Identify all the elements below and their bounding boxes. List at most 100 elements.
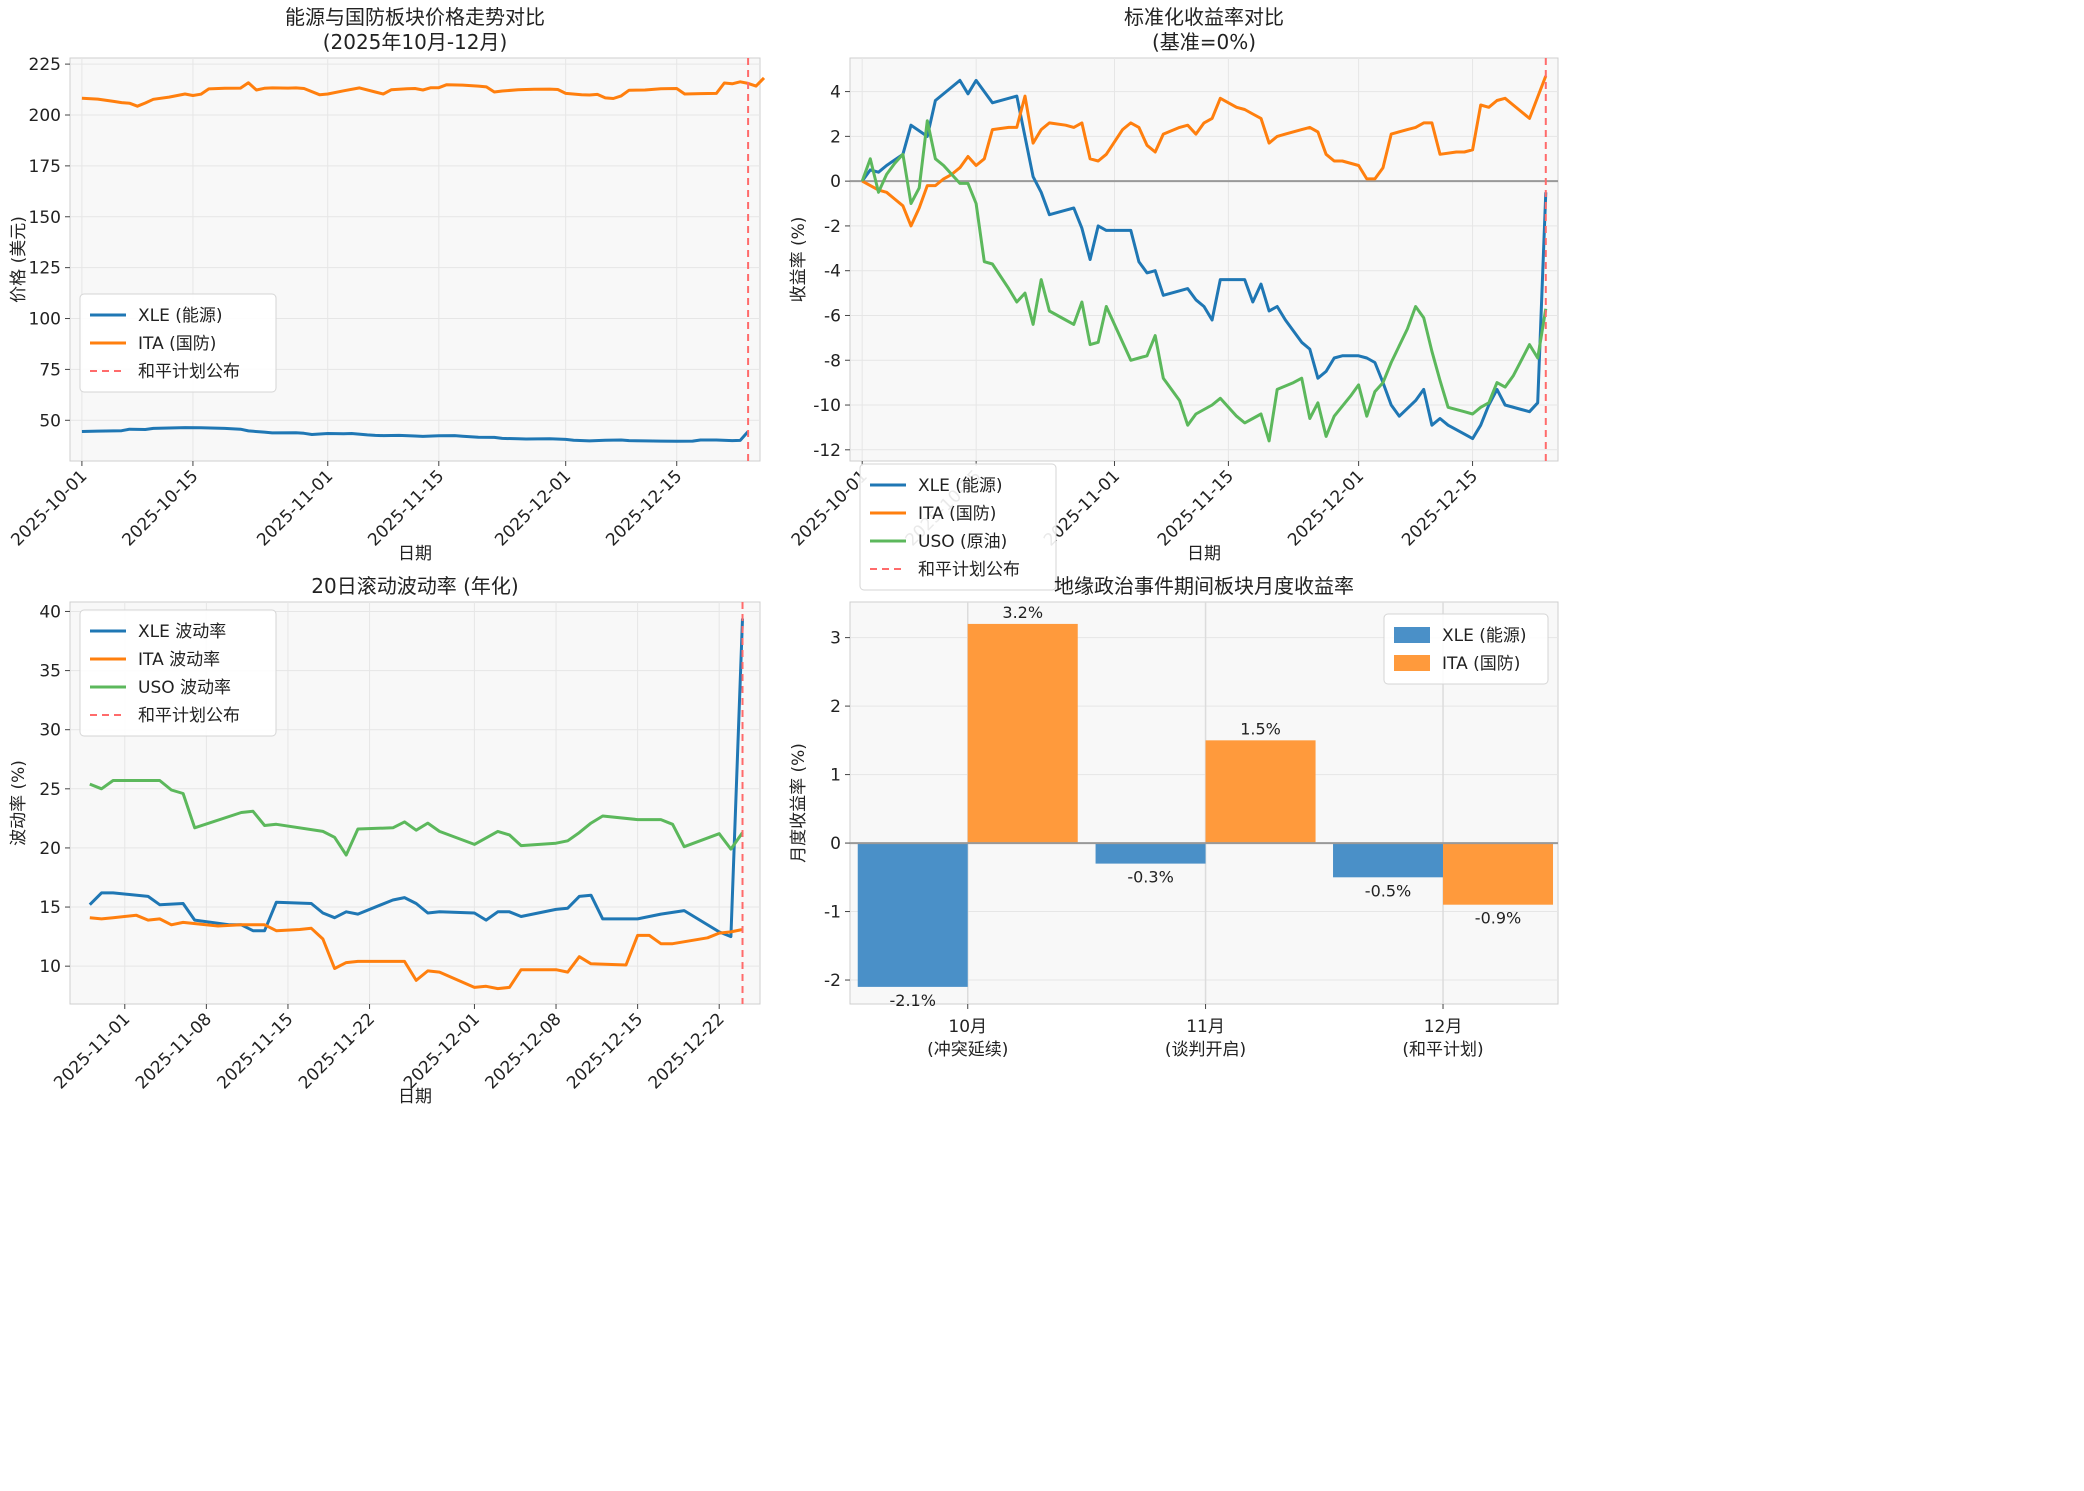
plot-area — [69, 57, 761, 462]
bar-value-label: -0.3% — [1127, 868, 1173, 887]
y-axis-label: 波动率 (%) — [9, 760, 29, 846]
x-tick-label: 2025-12-22 — [645, 1009, 729, 1093]
y-tick-label: -6 — [824, 306, 841, 326]
y-tick-label: 0 — [830, 834, 841, 854]
bar-value-label: 1.5% — [1240, 719, 1281, 738]
y-tick-label: 30 — [39, 721, 61, 741]
y-tick-label: -10 — [813, 396, 841, 416]
legend-label: ITA (国防) — [138, 334, 216, 354]
panel-2: -12-10-8-6-4-20242025-10-012025-10-15202… — [788, 5, 1559, 591]
legend-label: XLE (能源) — [138, 306, 223, 326]
series-line-xle — [860, 78, 1548, 441]
legend: XLE (能源) ITA (国防) USO (原油) 和平计划公布 — [859, 463, 1057, 591]
legend-label: ITA (国防) — [1442, 654, 1520, 674]
x-tick-label: 2025-12-01 — [1284, 466, 1368, 550]
legend-item-ita: ITA 波动率 — [90, 650, 220, 670]
legend-item-xle_bar: XLE (能源) — [1394, 626, 1527, 646]
x-tick-sublabel: (和平计划) — [1402, 1040, 1483, 1060]
x-tick-label: 2025-12-01 — [400, 1009, 484, 1093]
x-tick-label: 2025-12-01 — [491, 466, 575, 550]
x-tick-label: 2025-11-15 — [213, 1009, 297, 1093]
chart-title: 标准化收益率对比 — [1124, 5, 1284, 29]
y-axis-label: 价格 (美元) — [9, 216, 29, 303]
series-line-ita — [81, 76, 766, 108]
y-tick-label: 20 — [39, 839, 61, 859]
legend-label: XLE (能源) — [1442, 626, 1527, 646]
x-tick-label: 2025-10-15 — [118, 466, 202, 550]
panel-1: 50 75 100 125 150 175 200 225 2025-10-01 2025-10-… — [7, 5, 766, 564]
legend-label: 和平计划公布 — [138, 362, 240, 382]
legend-swatch — [1394, 655, 1430, 671]
bar-ita_bar — [1205, 740, 1316, 844]
y-tick-label: 35 — [39, 662, 61, 682]
y-tick-label: -8 — [824, 351, 841, 371]
chart-title: 地缘政治事件期间板块月度收益率 — [1054, 574, 1354, 598]
legend-label: ITA 波动率 — [138, 650, 220, 670]
bar-value-label: 3.2% — [1002, 603, 1043, 622]
y-tick-label: 75 — [39, 360, 61, 380]
legend-item-xle: XLE (能源) — [870, 476, 1003, 496]
x-tick-label: 2025-12-15 — [602, 466, 686, 550]
x-tick-sublabel: (谈判开启) — [1165, 1040, 1246, 1060]
bar-xle_bar — [1095, 843, 1206, 864]
x-axis-label: 日期 — [398, 1087, 432, 1107]
y-tick-label: 175 — [29, 157, 61, 177]
legend-box — [79, 609, 277, 737]
y-tick-label: -2 — [824, 217, 841, 237]
x-tick-label: 12月 — [1424, 1017, 1463, 1037]
y-tick-label: 200 — [29, 106, 61, 126]
bar-value-label: -0.9% — [1475, 909, 1521, 928]
series-line-xle — [81, 426, 750, 443]
x-axis-label: 日期 — [1187, 544, 1221, 564]
bar-xle_bar — [857, 843, 968, 987]
y-tick-label: 50 — [39, 411, 61, 431]
y-tick-label: 0 — [830, 172, 841, 192]
y-tick-label: 125 — [29, 259, 61, 279]
bar-ita_bar — [1443, 843, 1554, 905]
chart-subtitle: (基准=0%) — [1152, 30, 1256, 54]
y-tick-label: -1 — [824, 903, 841, 923]
legend-label: 和平计划公布 — [918, 560, 1020, 580]
x-tick-label: 2025-11-08 — [132, 1009, 216, 1093]
legend-item-uso: USO (原油) — [870, 532, 1007, 552]
x-axis-label: 日期 — [398, 544, 432, 564]
legend-item-uso: USO 波动率 — [90, 678, 231, 698]
legend-item-event: 和平计划公布 — [870, 560, 1020, 580]
bar-ita_bar — [967, 623, 1078, 844]
legend-item-event: 和平计划公布 — [90, 362, 240, 382]
x-tick-label: 11月 — [1186, 1017, 1225, 1037]
series-line-uso — [89, 779, 744, 857]
x-tick-label: 2025-11-15 — [364, 466, 448, 550]
x-tick-label: 2025-12-15 — [563, 1009, 647, 1093]
x-tick-label: 2025-11-01 — [50, 1009, 134, 1093]
legend-box — [79, 293, 277, 393]
legend-item-xle: XLE 波动率 — [90, 622, 226, 642]
x-tick-label: 2025-12-15 — [1398, 466, 1482, 550]
series-line-uso — [860, 119, 1548, 443]
y-tick-label: -2 — [824, 971, 841, 991]
x-tick-label: 2025-11-01 — [253, 466, 337, 550]
y-tick-label: 4 — [830, 83, 841, 103]
y-tick-label: 40 — [39, 602, 61, 622]
y-tick-label: 2 — [830, 127, 841, 147]
y-tick-label: 2 — [830, 697, 841, 717]
x-tick-label: 2025-11-22 — [295, 1009, 379, 1093]
x-tick-label: 2025-10-01 — [788, 466, 872, 550]
legend-swatch — [1394, 627, 1430, 643]
plot-area — [849, 57, 1559, 462]
bar-xle_bar — [1333, 843, 1444, 878]
legend-item-xle: XLE (能源) — [90, 306, 223, 326]
legend-label: XLE (能源) — [918, 476, 1003, 496]
y-axis-label: 月度收益率 (%) — [789, 743, 809, 863]
y-tick-label: -4 — [824, 262, 841, 282]
y-tick-label: 225 — [29, 55, 61, 75]
panel-3: 101520253035402025-11-012025-11-082025-1… — [9, 574, 761, 1107]
panel-4: -2 -1 0 1 2 3 10月 (冲突延续) 11月 (谈判开启) 12月 (和平计划) -2.1%… — [789, 574, 1559, 1060]
x-tick-label: 2025-12-08 — [482, 1009, 566, 1093]
series-line-ita — [861, 75, 1548, 228]
y-axis-label: 收益率 (%) — [789, 217, 809, 303]
x-tick-label: 2025-10-01 — [7, 466, 91, 550]
